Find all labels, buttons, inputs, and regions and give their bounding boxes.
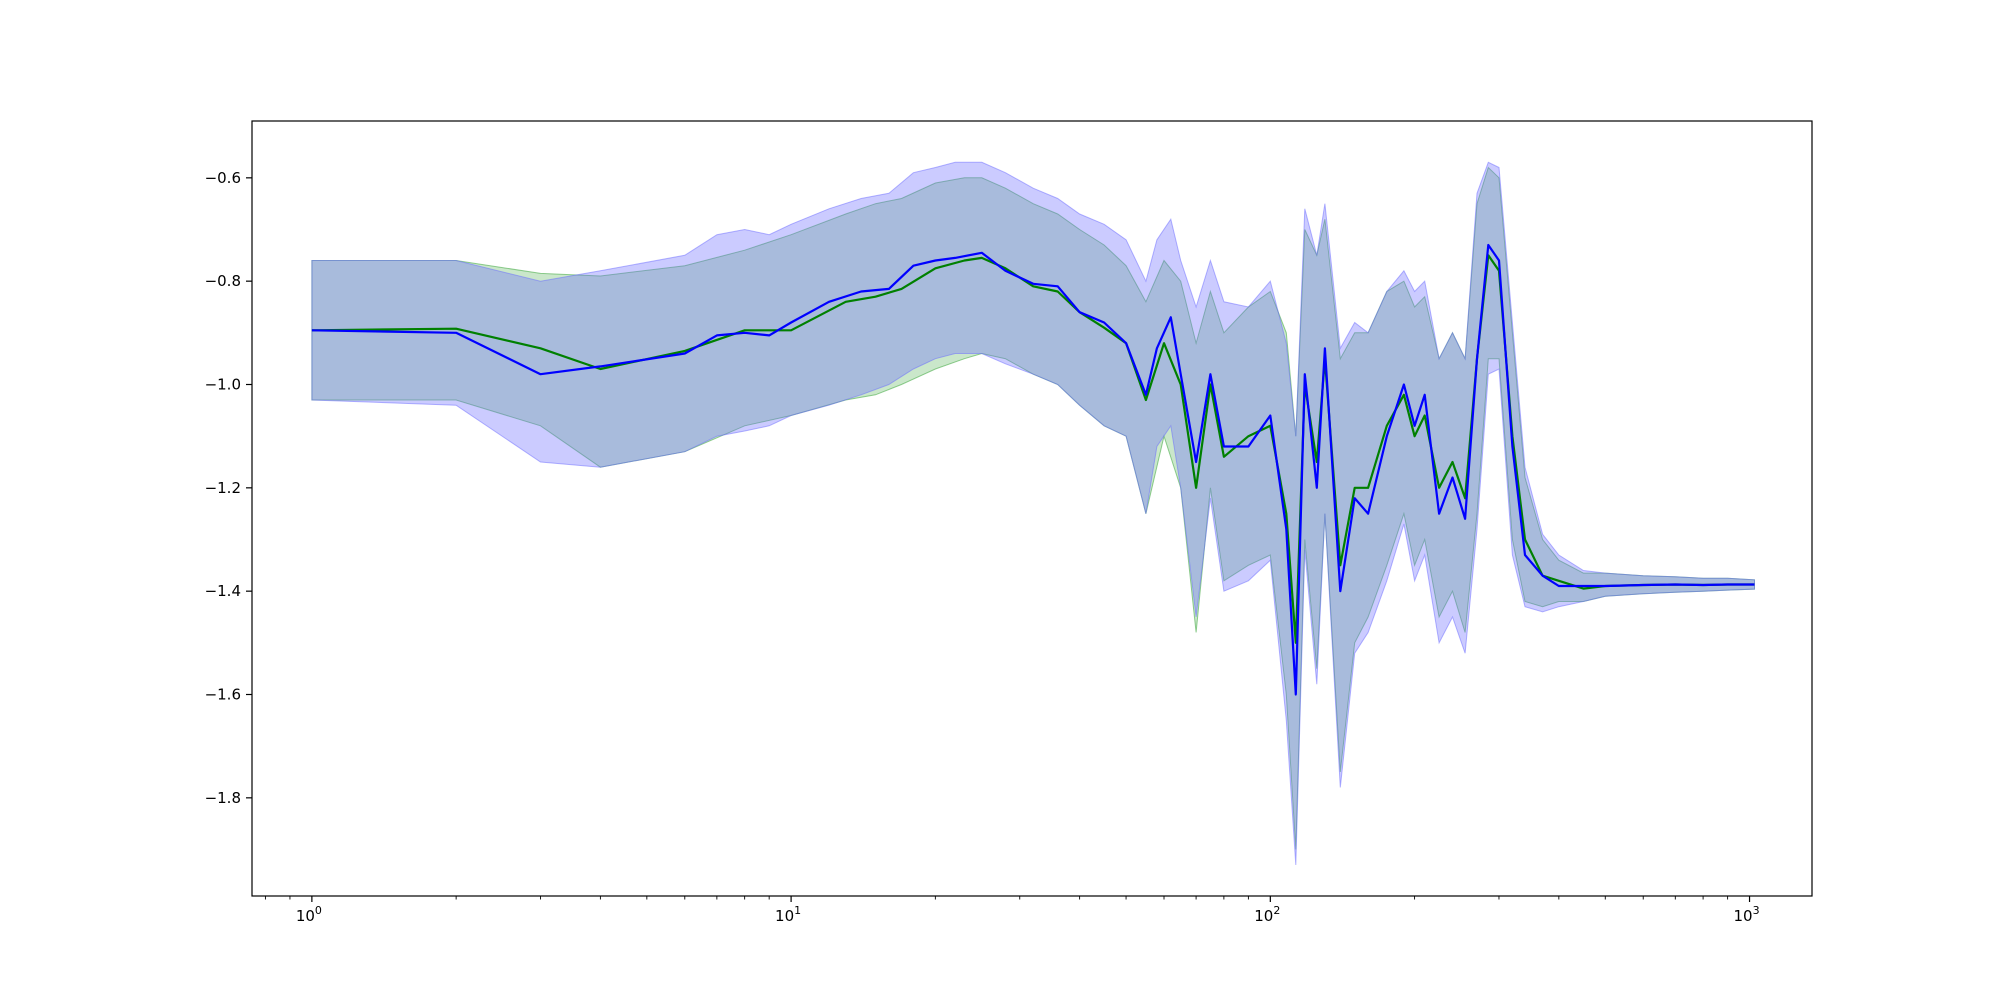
y-tick-label: −1.8 bbox=[205, 789, 241, 807]
y-tick-label: −0.6 bbox=[205, 169, 241, 187]
series-1-line bbox=[311, 254, 1755, 644]
y-tick-label: −1.0 bbox=[205, 376, 241, 394]
series-2-band bbox=[311, 161, 1755, 866]
series-2-line bbox=[311, 243, 1755, 696]
plot-frame bbox=[251, 120, 1813, 897]
x-tick-label: 101 bbox=[775, 904, 801, 925]
axes: −0.6 −0.8 −1.0 −1.2 −1.4 −1.6 −1.8 100 101 102 103 bbox=[205, 120, 1813, 925]
x-tick-label: 102 bbox=[1254, 904, 1280, 925]
x-tick-label: 100 bbox=[296, 904, 322, 925]
y-tick-label: −0.8 bbox=[205, 272, 241, 290]
x-tick-label: 103 bbox=[1733, 904, 1759, 925]
y-tick-label: −1.2 bbox=[205, 479, 241, 497]
y-tick-label: −1.6 bbox=[205, 686, 241, 704]
confidence-bands bbox=[311, 161, 1755, 866]
y-tick-label: −1.4 bbox=[205, 582, 241, 600]
series-lines bbox=[311, 243, 1755, 696]
